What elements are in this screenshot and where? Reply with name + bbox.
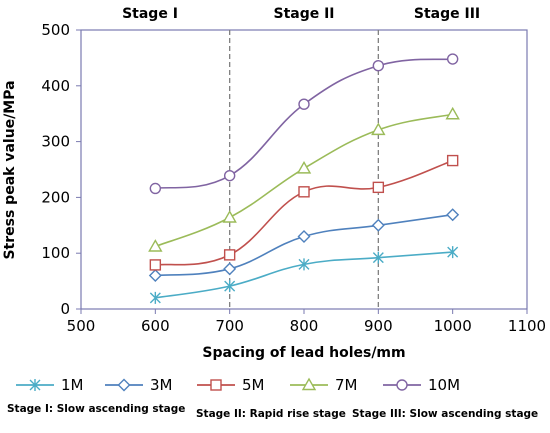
data-point-5M-600 [149,259,162,271]
data-point-3M-1000 [446,208,460,222]
y-tick-label: 0 [60,300,70,318]
series-1M [149,246,459,304]
series-3M [148,208,460,283]
legend-marker [210,379,222,391]
series-10M [149,53,459,195]
data-point-7M-1000 [445,106,460,120]
data-point-5M-900 [372,181,385,194]
data-point-7M-600 [148,239,163,252]
legend-item-10M: 10M [383,376,460,394]
stage-label-1: Stage I [122,6,178,22]
data-point-1M-700 [224,280,236,293]
legend-marker [301,377,317,391]
legend-label: 1M [61,376,84,394]
x-tick-label: 700 [215,317,244,335]
legend-item-7M: 7M [290,376,358,394]
legend-item-5M: 5M [197,376,265,394]
legend-label: 7M [335,376,358,394]
series-5M [149,154,459,271]
data-point-3M-900 [371,218,385,232]
x-tick-label: 500 [67,317,96,335]
legend-item-3M: 3M [105,376,173,394]
legend-label: 10M [428,376,460,394]
x-tick-label: 600 [141,317,170,335]
data-point-1M-900 [372,251,384,264]
data-point-1M-1000 [447,246,459,259]
data-point-10M-600 [149,182,162,195]
x-tick-label: 1000 [434,317,472,335]
data-point-7M-800 [296,160,312,174]
data-point-5M-1000 [446,154,459,167]
x-tick-label: 800 [290,317,319,335]
data-point-7M-700 [222,210,237,223]
x-axis-title: Spacing of lead holes/mm [202,345,405,361]
data-point-3M-700 [223,262,237,276]
data-point-5M-800 [298,186,310,198]
legend-item-1M: 1M [16,376,84,394]
data-point-10M-700 [223,169,236,182]
data-point-1M-800 [298,258,310,271]
y-tick-label: 100 [41,244,70,262]
data-point-5M-700 [223,249,236,261]
y-tick-label: 400 [41,77,70,95]
data-point-7M-900 [371,122,386,136]
data-point-1M-600 [149,291,161,304]
stage-label-3: Stage III [414,6,480,22]
data-point-10M-1000 [446,53,459,65]
legend-marker [117,378,131,392]
y-axis-title: Stress peak value/MPa [2,80,18,259]
x-tick-label: 900 [364,317,393,335]
data-point-3M-800 [297,229,311,243]
y-tick-label: 200 [41,188,70,206]
stage-description-3: Stage III: Slow ascending stage [352,408,538,420]
data-point-10M-900 [372,60,385,72]
legend-marker [29,379,41,391]
data-point-3M-600 [148,269,162,283]
y-tick-label: 300 [41,133,70,151]
stage-description-1: Stage I: Slow ascending stage [7,403,185,415]
legend-label: 5M [242,376,265,394]
legend-marker [396,379,408,391]
stage-label-2: Stage II [273,6,334,22]
legend-label: 3M [150,376,173,394]
data-point-10M-800 [298,98,310,110]
y-tick-label: 500 [41,21,70,39]
x-tick-label: 1100 [508,317,546,335]
series-7M [148,106,460,252]
stage-description-2: Stage II: Rapid rise stage [196,408,346,420]
